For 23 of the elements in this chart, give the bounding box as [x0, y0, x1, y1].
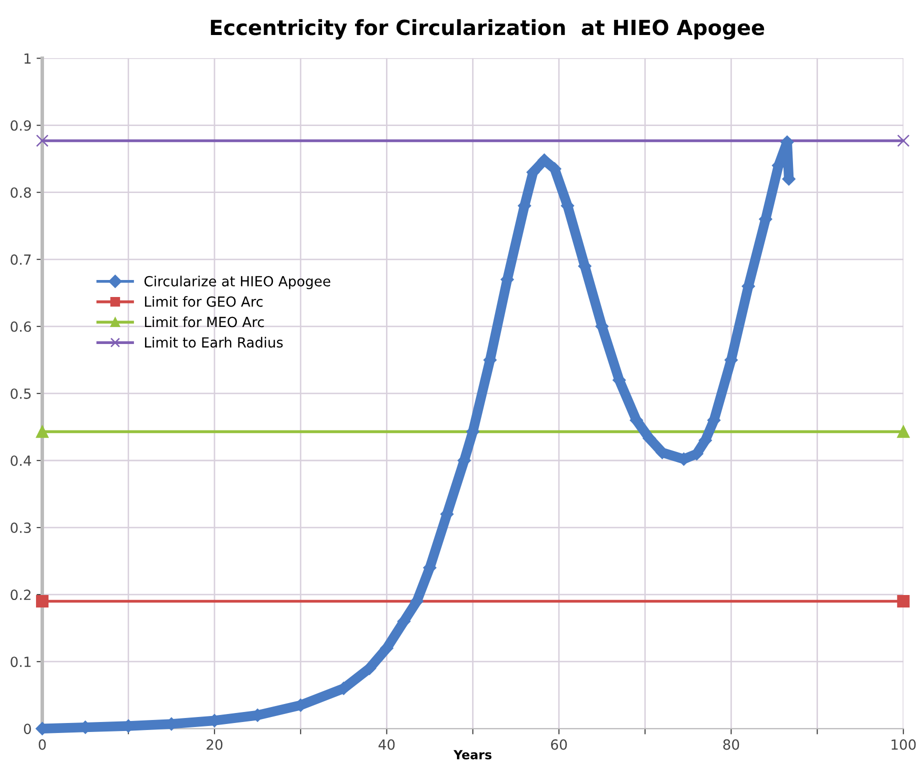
x-tick-label: 80 — [723, 739, 740, 750]
chart-title: Eccentricity for Circularization at HIEO Apogee — [210, 19, 764, 40]
y-tick-label: 0.6 — [10, 321, 31, 332]
x-tick-label: 100 — [892, 739, 916, 750]
legend-label: Limit for MEO Arc — [145, 316, 264, 328]
y-tick-label: 0.3 — [10, 522, 31, 534]
x-tick-label: 60 — [551, 739, 567, 750]
legend-label: Limit for GEO Arc — [145, 296, 263, 307]
x-tick-label: 0 — [38, 739, 46, 750]
y-tick-label: 0 — [24, 724, 31, 734]
x-tick-label: 40 — [378, 739, 395, 750]
y-tick-label: 0.5 — [10, 388, 31, 399]
y-tick-label: 0.4 — [10, 455, 32, 466]
y-tick-label: 0.8 — [10, 187, 31, 198]
legend-label: Circularize at HIEO Apogee — [144, 276, 330, 290]
y-tick-label: 0.7 — [10, 254, 31, 265]
y-tick-label: 0.2 — [10, 590, 30, 600]
x-axis-title: Years — [453, 750, 492, 760]
y-tick-label: 1 — [24, 53, 31, 64]
legend-label: Limit to Earh Radius — [145, 336, 283, 348]
x-tick-label: 20 — [206, 739, 222, 750]
y-tick-label: 0.9 — [10, 120, 31, 131]
y-tick-label: 0.1 — [10, 656, 31, 668]
